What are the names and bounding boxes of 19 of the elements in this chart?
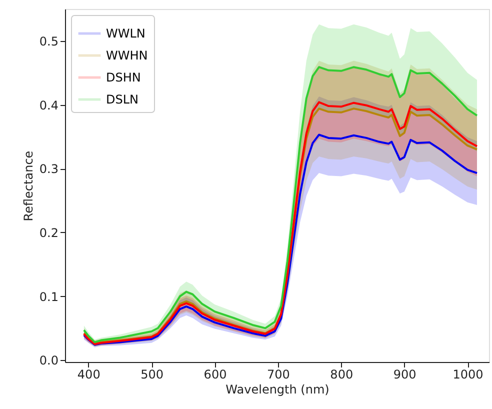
x-tick-label: 400: [77, 368, 100, 382]
x-tick-label: 600: [204, 368, 227, 382]
x-tick-label: 800: [330, 368, 354, 382]
y-tick-label: 0.5: [39, 34, 58, 48]
x-tick-label: 700: [266, 368, 290, 382]
legend-label: WWLN: [106, 26, 146, 40]
y-tick-label: 0.3: [39, 162, 58, 176]
x-axis-title: Wavelength (nm): [226, 382, 330, 396]
legend-label: DSLN: [106, 92, 139, 106]
y-axis-title: Reflectance: [21, 150, 36, 222]
x-tick-label: 500: [140, 368, 164, 382]
x-tick-label: 900: [393, 368, 416, 382]
legend-label: WWHN: [106, 48, 148, 62]
y-tick-label: 0.0: [39, 354, 58, 368]
legend-label: DSHN: [106, 70, 141, 84]
y-tick-label: 0.2: [39, 226, 58, 240]
y-tick-label: 0.4: [39, 98, 58, 112]
y-tick-label: 0.1: [39, 290, 58, 304]
x-tick-label: 1000: [452, 368, 484, 382]
